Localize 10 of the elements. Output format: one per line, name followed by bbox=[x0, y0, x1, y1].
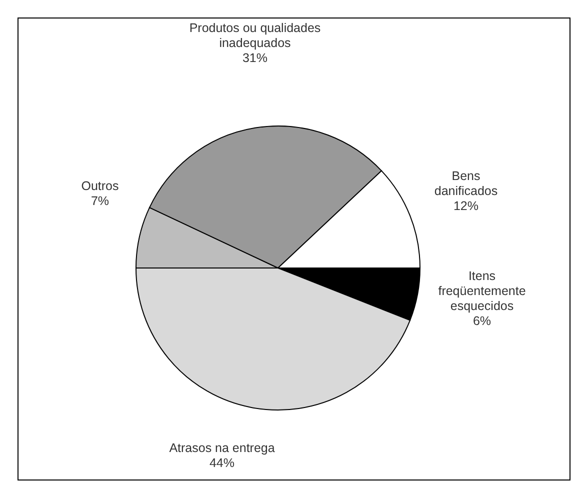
data-label: 6% bbox=[472, 314, 492, 328]
slice-label: Atrasos na entrega bbox=[169, 441, 275, 455]
data-label: 7% bbox=[90, 194, 110, 208]
data-label: 44% bbox=[209, 456, 235, 470]
slice-label: Outros bbox=[81, 179, 119, 193]
data-label: 31% bbox=[242, 51, 268, 65]
data-label: 12% bbox=[453, 199, 479, 213]
slice-label: Produtos ou qualidades inadequados bbox=[189, 21, 321, 50]
slice-label: Bens danificados bbox=[434, 169, 498, 198]
slice-label: Itens freqüentemente esquecidos bbox=[438, 269, 526, 313]
